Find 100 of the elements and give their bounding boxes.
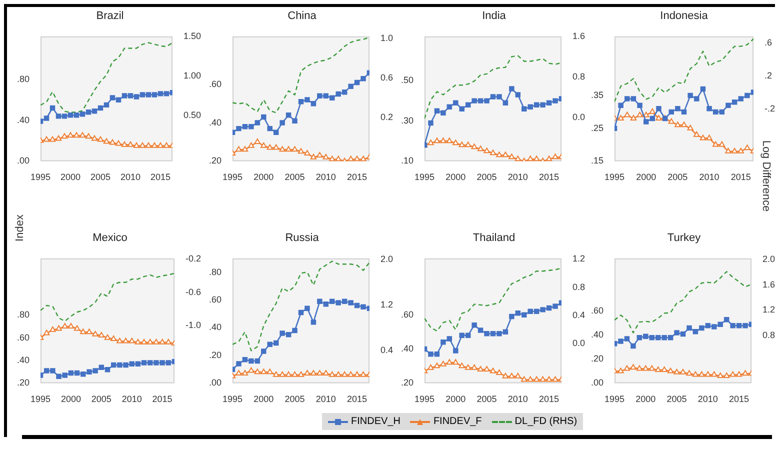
point: [668, 334, 674, 340]
point: [534, 308, 540, 314]
y-tick-label: .35: [590, 90, 604, 100]
point: [428, 120, 434, 126]
point: [477, 146, 484, 152]
y-tick-label: .10: [400, 156, 414, 166]
point: [310, 100, 316, 106]
point: [674, 368, 680, 374]
point: [736, 322, 742, 328]
y2-tick-label: 1.00: [183, 70, 202, 80]
point: [465, 102, 471, 108]
point: [698, 371, 705, 377]
y-tick-label: .15: [590, 156, 604, 166]
line-series: [614, 271, 752, 334]
point: [134, 338, 142, 344]
y-tick-label: .00: [16, 156, 30, 166]
y2-tick-label: 2.0: [762, 254, 776, 264]
point: [675, 106, 680, 112]
point: [680, 368, 686, 374]
point: [434, 362, 440, 368]
point: [630, 364, 636, 370]
y2-tick-label: 0.6: [380, 72, 394, 82]
chart-title: Mexico: [92, 232, 128, 244]
x-tick-label: 1995: [30, 394, 51, 404]
point: [298, 371, 304, 377]
point: [236, 146, 242, 152]
x-tick-label: 2010: [508, 172, 528, 182]
point: [157, 142, 164, 148]
line-series: [40, 272, 174, 322]
point: [123, 362, 128, 368]
point: [694, 96, 700, 102]
x-tick-label: 2000: [446, 172, 466, 182]
point: [534, 102, 540, 108]
point: [668, 109, 674, 115]
point: [139, 142, 146, 148]
x-tick-label: 1995: [604, 394, 625, 404]
point: [464, 142, 472, 148]
point: [472, 98, 477, 104]
x-tick-label: 2015: [152, 394, 172, 404]
point: [712, 324, 717, 330]
point: [323, 302, 329, 307]
point: [292, 371, 298, 377]
point: [152, 92, 158, 98]
point: [135, 361, 141, 367]
point: [360, 304, 366, 310]
x-tick-label: 2015: [539, 394, 560, 404]
x-tick-label: 1995: [222, 394, 243, 404]
point: [342, 298, 348, 304]
point: [154, 360, 159, 366]
x-tick-label: 1995: [604, 172, 625, 182]
point: [62, 372, 68, 378]
point: [286, 332, 292, 338]
point: [732, 99, 738, 105]
point: [98, 364, 104, 370]
point: [446, 359, 453, 365]
y2-tick-label: 0.2: [380, 112, 394, 122]
point: [490, 94, 496, 100]
point: [533, 156, 540, 162]
point: [61, 133, 68, 139]
y2-tick-label: 0.50: [183, 110, 202, 120]
x-tick-label: 2000: [636, 172, 656, 182]
point: [688, 92, 693, 98]
point: [323, 93, 329, 99]
point: [680, 122, 688, 128]
point: [248, 142, 254, 148]
point: [317, 93, 322, 99]
point: [80, 372, 86, 377]
y-tick-label: .00: [590, 378, 604, 388]
x-tick-label: 2015: [347, 394, 368, 404]
y2-tick-label: .2: [764, 70, 772, 81]
point: [316, 370, 323, 376]
point: [242, 124, 248, 130]
point: [699, 325, 704, 331]
point: [44, 368, 50, 374]
y-tick-label: .30: [400, 115, 414, 126]
point: [654, 366, 662, 372]
point: [637, 102, 642, 108]
x-tick-label: 2005: [284, 394, 305, 404]
point: [490, 368, 496, 374]
point: [56, 374, 62, 380]
point: [477, 366, 484, 372]
point: [164, 91, 170, 96]
point: [266, 144, 273, 150]
point: [630, 343, 636, 349]
point: [490, 331, 496, 336]
legend-label: FINDEV_H: [351, 416, 400, 427]
point: [674, 330, 680, 336]
x-tick-label: 2010: [122, 394, 142, 404]
point: [521, 376, 528, 382]
point: [159, 338, 166, 344]
point: [272, 144, 280, 150]
y-tick-label: .80: [16, 310, 30, 320]
x-tick-label: 2015: [539, 172, 560, 182]
point: [662, 334, 667, 340]
point: [496, 152, 502, 158]
point: [68, 370, 74, 376]
point: [129, 361, 134, 367]
chart-title: India: [481, 10, 507, 22]
point: [348, 84, 354, 89]
point: [360, 76, 366, 82]
